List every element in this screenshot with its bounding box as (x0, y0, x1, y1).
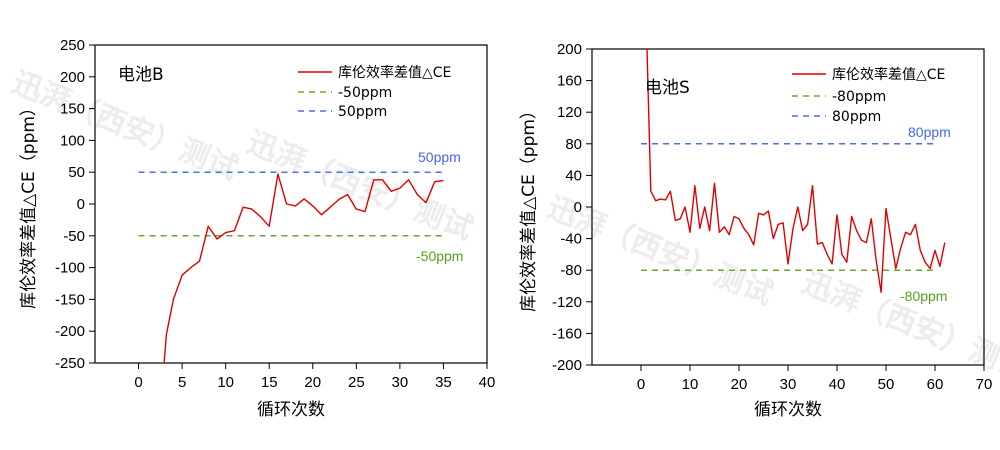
y-tick-label: 50 (68, 164, 85, 181)
legend: 库伦效率差值△CE -80ppm 80ppm (792, 66, 945, 125)
legend-label-series: 库伦效率差值△CE (338, 64, 451, 81)
lower-ref-label: -80ppm (900, 288, 947, 304)
chart-battery-s: 0 10 20 30 40 50 60 70 -200 -160 -120 -80 -40 0 40 80 1… (519, 41, 992, 420)
x-tick-label: 0 (134, 374, 142, 391)
series-layer (163, 173, 444, 363)
y-tick-label: 0 (574, 199, 582, 216)
y-tick-label: -120 (552, 294, 582, 311)
chart-title: 电池S (645, 78, 690, 98)
y-tick-label: 160 (557, 73, 582, 90)
x-tick-label: 5 (178, 374, 186, 391)
legend-label-lower: -50ppm (338, 85, 392, 101)
x-tick-label: 25 (348, 374, 365, 391)
y-tick-label: 100 (60, 132, 85, 149)
y-tick-label: 120 (557, 104, 582, 121)
y-tick-label: -50 (63, 228, 85, 245)
y-tick-label: -100 (55, 260, 85, 277)
x-tick-label: 30 (392, 374, 409, 391)
y-axis-label: 库伦效率差值△CE（ppm） (19, 99, 39, 309)
series-layer (646, 49, 946, 293)
x-tick-label: 10 (682, 376, 699, 393)
x-tick-label: 50 (878, 376, 895, 393)
lower-ref-label: -50ppm (416, 248, 463, 264)
y-tick-label: 80 (565, 136, 582, 153)
watermark: 迅湃（西安）测试 (797, 265, 1000, 387)
series-line (646, 49, 946, 293)
y-axis-ticks: -250 -200 -150 -100 -50 0 50 100 150 200 250 (55, 37, 95, 372)
legend-label-upper: 50ppm (338, 104, 387, 120)
x-axis-label: 循环次数 (257, 400, 325, 420)
y-tick-label: 250 (60, 37, 85, 54)
x-tick-label: 20 (731, 376, 748, 393)
x-axis-ticks: 0 5 10 15 20 25 30 35 40 (134, 363, 495, 391)
watermark: 迅湃（西安）测试 (242, 125, 478, 247)
reference-lines (641, 143, 935, 271)
chart-title: 电池B (118, 65, 164, 85)
y-tick-label: 0 (77, 196, 85, 213)
y-tick-label: 150 (60, 101, 85, 118)
x-tick-label: 35 (435, 374, 452, 391)
x-tick-label: 10 (217, 374, 234, 391)
y-tick-label: -250 (55, 355, 85, 372)
x-tick-label: 0 (637, 376, 645, 393)
x-axis-label: 循环次数 (754, 400, 822, 420)
y-tick-label: 200 (557, 41, 582, 58)
upper-ref-label: 80ppm (908, 124, 951, 140)
x-tick-label: 60 (927, 376, 944, 393)
y-axis-label: 库伦效率差值△CE（ppm） (519, 102, 539, 312)
legend: 库伦效率差值△CE -50ppm 50ppm (298, 64, 451, 120)
y-tick-label: -160 (552, 325, 582, 342)
y-tick-label: -80 (560, 262, 582, 279)
x-tick-label: 20 (304, 374, 321, 391)
chart-battery-b: 0 5 10 15 20 25 30 35 40 -250 -200 -150 -100 -50 0 50 1… (19, 37, 495, 420)
x-tick-label: 30 (780, 376, 797, 393)
y-axis-ticks: -200 -160 -120 -80 -40 0 40 80 120 160 200 (552, 41, 592, 374)
x-tick-label: 40 (829, 376, 846, 393)
x-axis-ticks: 0 10 20 30 40 50 60 70 (637, 365, 993, 393)
legend-label-lower: -80ppm (832, 89, 886, 105)
y-tick-label: -150 (55, 291, 85, 308)
y-tick-label: 40 (565, 167, 582, 184)
y-tick-label: -200 (552, 357, 582, 374)
series-line (163, 173, 444, 363)
legend-label-upper: 80ppm (832, 109, 881, 125)
x-tick-label: 15 (261, 374, 278, 391)
x-tick-label: 40 (479, 374, 496, 391)
upper-ref-label: 50ppm (418, 149, 461, 165)
legend-label-series: 库伦效率差值△CE (832, 66, 945, 83)
x-tick-label: 70 (976, 376, 993, 393)
reference-lines (138, 171, 444, 237)
y-tick-label: 200 (60, 69, 85, 86)
y-tick-label: -200 (55, 323, 85, 340)
y-tick-label: -40 (560, 231, 582, 248)
